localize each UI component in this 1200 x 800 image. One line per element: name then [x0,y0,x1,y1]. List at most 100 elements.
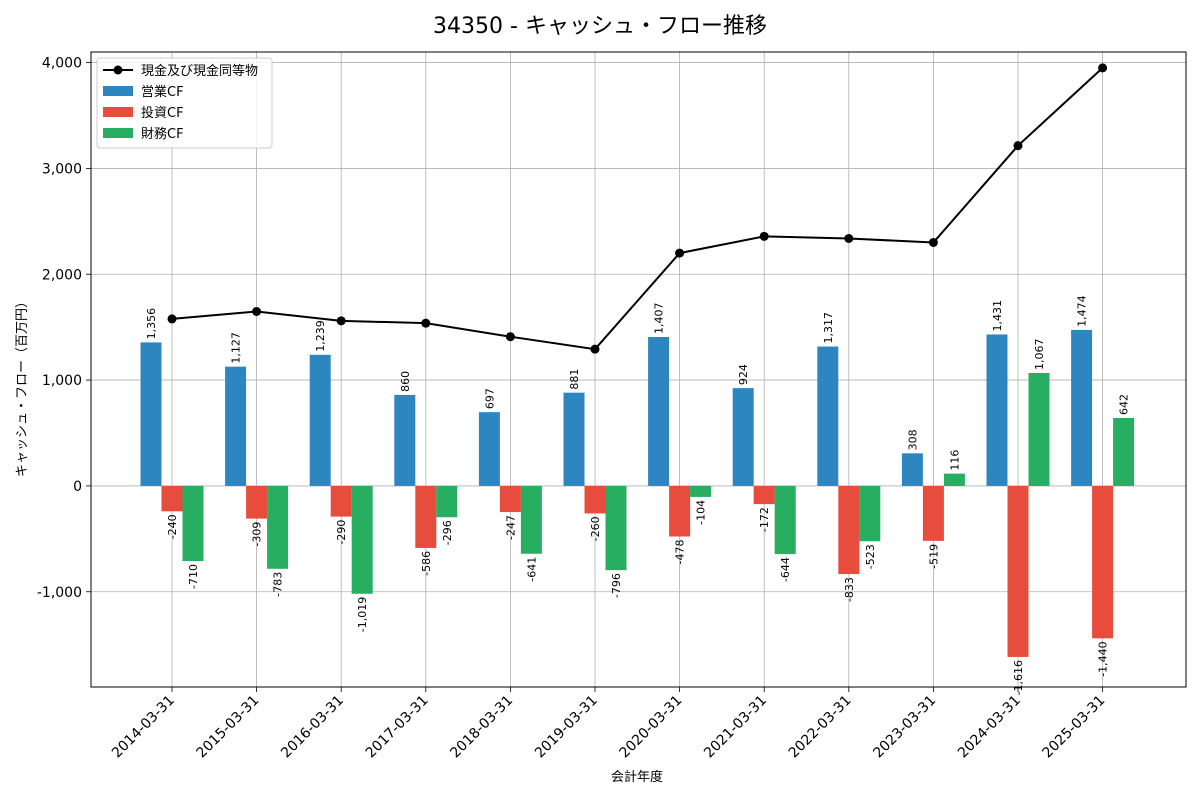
bar-value-label: -240 [166,514,179,539]
bar-value-label: 116 [948,450,961,471]
bar-value-label: -710 [187,564,200,589]
bar-投資CF [838,485,860,575]
x-axis-label: 会計年度 [611,769,663,785]
bar-営業CF [394,394,416,486]
bar-財務CF [182,485,204,562]
chart-title: 34350 - キャッシュ・フロー推移 [433,14,767,39]
x-tick-label: 2018-03-31 [447,693,516,762]
legend-swatch [103,86,133,96]
bar-value-label: -296 [441,520,454,545]
bar-value-label: -104 [695,500,708,525]
bar-value-label: 924 [737,364,750,385]
bar-財務CF [774,485,796,555]
bar-財務CF [436,485,458,518]
line-point [590,344,600,354]
bar-value-label: 1,127 [230,332,243,364]
bar-value-label: -783 [272,572,285,597]
bar-value-label: -1,440 [1097,641,1110,676]
bar-value-label: -478 [674,540,687,565]
line-point [336,316,346,326]
bar-財務CF [351,485,373,594]
bar-営業CF [901,453,923,486]
line-point [1098,63,1108,73]
bar-投資CF [922,485,944,541]
bar-財務CF [943,473,965,486]
bar-営業CF [732,388,754,486]
line-point [1013,141,1023,151]
bar-財務CF [1028,372,1050,486]
x-tick-label: 2015-03-31 [194,693,263,762]
bar-value-label: -260 [589,516,602,541]
bar-営業CF [1071,329,1093,486]
line-point [505,332,515,342]
x-tick-label: 2024-03-31 [955,693,1024,762]
x-tick-label: 2017-03-31 [363,693,432,762]
bar-value-label: -1,019 [356,597,369,632]
bar-value-label: -833 [843,577,856,602]
legend-swatch [103,107,133,117]
y-axis-label: キャッシュ・フロー（百万円） [15,295,30,477]
bar-財務CF [690,485,712,497]
bar-value-label: 1,317 [822,312,835,344]
line-point [928,238,938,247]
bar-value-label: -641 [525,557,538,582]
bar-財務CF [605,485,627,571]
bar-value-label: 642 [1118,394,1131,415]
bar-財務CF [1113,417,1135,486]
bar-投資CF [415,485,437,548]
line-point [759,231,769,241]
y-tick-label: 2,000 [42,267,82,283]
bar-value-label: -1,616 [1012,660,1025,695]
bar-value-label: -172 [758,507,771,532]
bar-value-label: 1,067 [1033,338,1046,370]
bar-value-label: -309 [251,522,264,547]
x-tick-label: 2022-03-31 [786,693,855,762]
bar-value-label: 1,474 [1076,295,1089,327]
legend-label: 投資CF [141,105,184,121]
bar-value-label: 1,356 [145,308,158,340]
y-tick-label: 3,000 [42,161,82,177]
line-point [167,314,177,324]
bar-投資CF [161,485,183,512]
bar-営業CF [986,334,1008,486]
bar-value-label: -644 [779,557,792,582]
line-layer [167,63,1108,354]
x-tick-label: 2020-03-31 [617,693,686,762]
bar-value-label: -586 [420,551,433,576]
x-tick-label: 2023-03-31 [870,693,939,762]
x-tick-label: 2014-03-31 [109,693,178,762]
x-tick-label: 2019-03-31 [532,693,601,762]
bar-value-label: 697 [483,388,496,409]
bar-営業CF [563,392,585,486]
y-tick-label: 4,000 [42,56,82,72]
bar-投資CF [499,485,521,513]
legend-box [96,57,273,149]
legend-label: 現金及び現金同等物 [141,63,258,79]
bar-投資CF [1092,485,1114,639]
grid-layer [91,52,1186,687]
label-layer: 1,356 1,127 1,239 860 697 881 1,407 924 1,317 308… [145,295,1131,695]
bar-value-label: -519 [927,544,940,569]
bar-営業CF [309,354,331,486]
bar-value-label: -523 [864,544,877,569]
bar-value-label: -796 [610,573,623,598]
bar-投資CF [330,485,352,517]
bar-投資CF [753,485,775,505]
bar-営業CF [648,337,670,486]
bar-営業CF [478,412,500,486]
bar-value-label: 1,431 [991,300,1004,332]
plot-frame [90,51,1187,688]
y-tick-label: 1,000 [42,373,82,389]
bar-営業CF [817,346,839,486]
x-tick-label: 2021-03-31 [701,693,770,762]
bar-営業CF [225,366,247,486]
bar-財務CF [859,485,881,542]
bar-value-label: -290 [335,520,348,545]
legend-label: 財務CF [141,127,184,142]
bar-value-label: 1,239 [314,320,327,352]
line-point [844,233,854,243]
bar-投資CF [1007,485,1029,657]
